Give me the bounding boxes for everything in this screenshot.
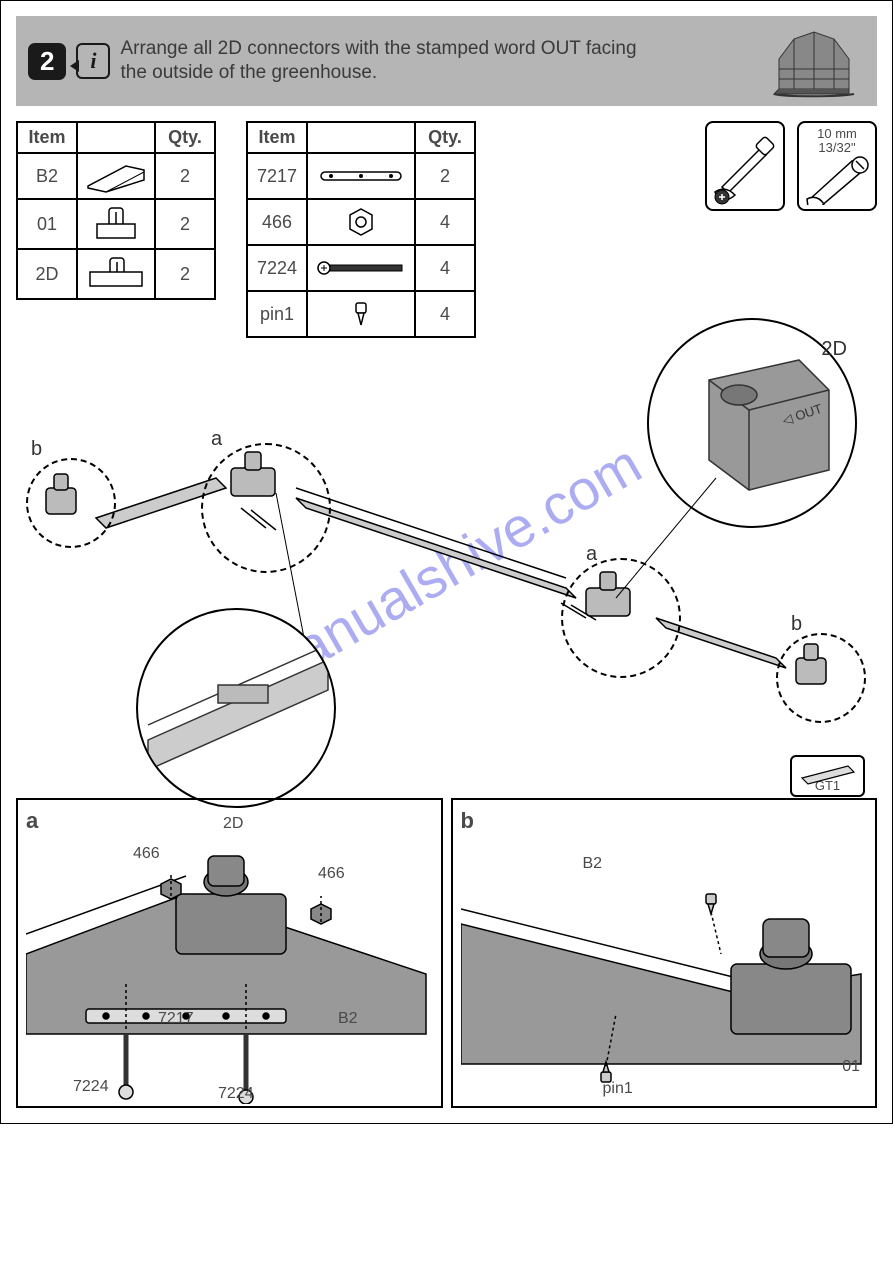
callout-466-2: 466 (318, 865, 345, 883)
callout-7224-1: 7224 (73, 1078, 109, 1096)
parts-table-1: Item Qty. B2 2 01 2 2D (16, 121, 216, 300)
panel-b-illustration (461, 834, 868, 1104)
callout-7224-2: 7224 (218, 1085, 254, 1103)
th-item: Item (17, 122, 77, 153)
part-pin1-icon (346, 299, 376, 329)
instruction-text: Arrange all 2D connectors with the stamp… (120, 37, 660, 85)
cell-qty: 2 (155, 153, 215, 199)
label-b-1: b (31, 438, 42, 461)
label-b-2: b (791, 613, 802, 636)
cell-image (307, 291, 415, 337)
cell-item: B2 (17, 153, 77, 199)
table-row: 2D 2 (17, 249, 215, 299)
table-row: pin1 4 (247, 291, 475, 337)
cell-image (307, 153, 415, 199)
cell-qty: 2 (155, 199, 215, 249)
dashed-a-left (201, 443, 331, 573)
callout-2d: 2D (223, 815, 243, 833)
part-b2-icon (86, 158, 146, 194)
part-7224-icon (316, 260, 406, 276)
part-2d-icon (86, 254, 146, 294)
part-01-icon (91, 204, 141, 244)
cell-image (77, 153, 155, 199)
cell-qty: 4 (415, 199, 475, 245)
panel-b: GT1 b B2 01 pin1 (451, 798, 878, 1108)
parts-tables-row: Item Qty. B2 2 01 2 2D (16, 121, 877, 338)
screwdriver-tool (705, 121, 785, 211)
screwdriver-icon (710, 127, 780, 205)
dashed-b-right (776, 633, 866, 723)
cell-item: 2D (17, 249, 77, 299)
cell-qty: 4 (415, 245, 475, 291)
th-qty: Qty. (155, 122, 215, 153)
part-466-icon (346, 207, 376, 237)
gt1-icon (798, 760, 858, 796)
step-header: 2 i Arrange all 2D connectors with the s… (16, 16, 877, 106)
th-img (77, 122, 155, 153)
callout-7217: 7217 (158, 1010, 194, 1028)
label-2d: 2D (821, 338, 847, 361)
cell-image (77, 249, 155, 299)
step-number: 2 (28, 43, 66, 80)
table-row: 7217 2 (247, 153, 475, 199)
panel-a-illustration (26, 834, 433, 1104)
cell-item: 466 (247, 199, 307, 245)
table-row: B2 2 (17, 153, 215, 199)
table-row: 466 4 (247, 199, 475, 245)
detail-panels: a (16, 798, 877, 1108)
label-a-1: a (211, 428, 222, 451)
greenhouse-icon (769, 24, 859, 99)
callout-pin1: pin1 (603, 1080, 633, 1098)
wrench-mm: 10 mm (817, 126, 857, 141)
cell-item: pin1 (247, 291, 307, 337)
callout-b2-b: B2 (583, 855, 603, 873)
panel-a: a (16, 798, 443, 1108)
wrench-in: 13/32" (818, 140, 855, 155)
panel-b-label: b (461, 808, 868, 834)
cell-item: 01 (17, 199, 77, 249)
label-a-2: a (586, 543, 597, 566)
parts-table-2: Item Qty. 7217 2 466 4 7224 (246, 121, 476, 338)
wrench-size-label: 10 mm 13/32" (817, 127, 857, 156)
assembly-diagram: manualshive.com ◁ OUT 2D (16, 348, 877, 788)
manual-page: 2 i Arrange all 2D connectors with the s… (0, 0, 893, 1124)
table-row: 01 2 (17, 199, 215, 249)
wrench-icon (802, 149, 872, 205)
callout-466-1: 466 (133, 845, 160, 863)
th-qty: Qty. (415, 122, 475, 153)
detail-circle-joint (136, 608, 336, 808)
cell-qty: 2 (415, 153, 475, 199)
cell-image (307, 199, 415, 245)
cell-qty: 2 (155, 249, 215, 299)
dashed-b-left (26, 458, 116, 548)
cell-qty: 4 (415, 291, 475, 337)
table-row: 7224 4 (247, 245, 475, 291)
tool-boxes: 10 mm 13/32" (705, 121, 877, 211)
info-icon: i (76, 43, 110, 79)
cell-item: 7224 (247, 245, 307, 291)
dashed-a-right (561, 558, 681, 678)
th-item: Item (247, 122, 307, 153)
cell-image (307, 245, 415, 291)
callout-b2-a: B2 (338, 1010, 358, 1028)
gt1-box: GT1 (790, 755, 865, 797)
part-7217-icon (316, 166, 406, 186)
cell-item: 7217 (247, 153, 307, 199)
th-img (307, 122, 415, 153)
detail-joint-icon (138, 610, 336, 808)
callout-01: 01 (842, 1058, 860, 1076)
cell-image (77, 199, 155, 249)
wrench-tool: 10 mm 13/32" (797, 121, 877, 211)
